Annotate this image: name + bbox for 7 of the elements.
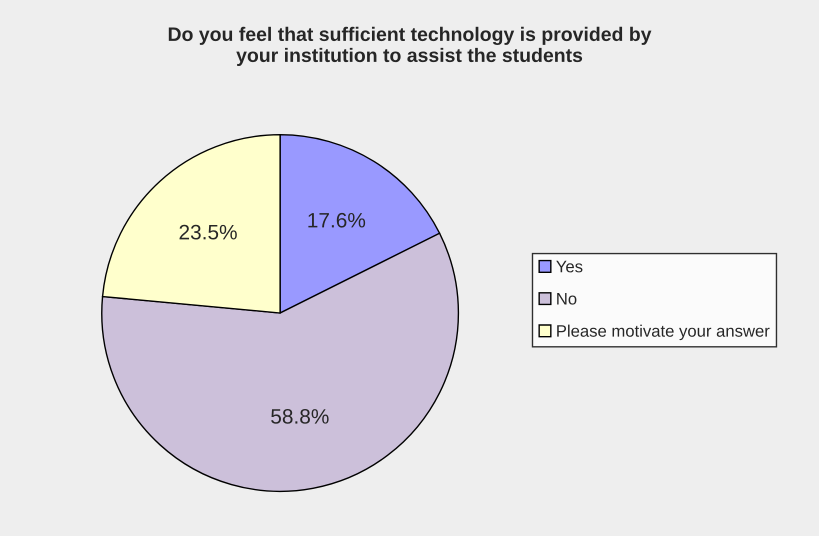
chart-title: Do you feel that sufficient technology is provided by your institution to assist the students (168, 26, 652, 66)
data-label: 23.5% (180, 224, 237, 240)
legend-label: Yes (556, 260, 582, 272)
data-label: 17.6% (308, 212, 366, 228)
legend-label: No (557, 293, 576, 305)
legend-label: Please motivate your answer (557, 324, 770, 340)
data-label: 58.8% (271, 409, 329, 424)
